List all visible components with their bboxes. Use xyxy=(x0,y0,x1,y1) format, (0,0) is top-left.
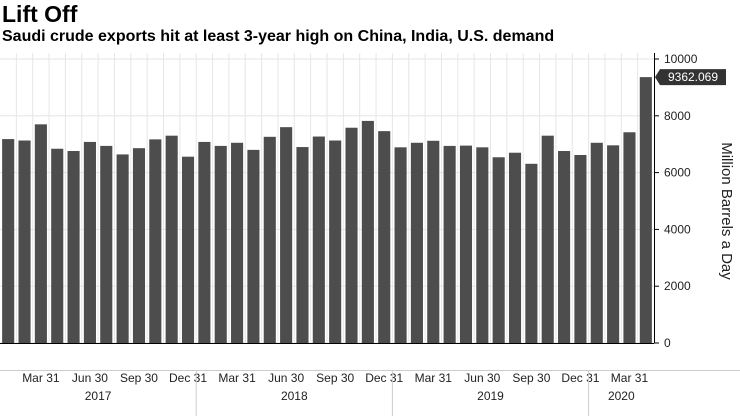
bar xyxy=(18,140,31,343)
bar xyxy=(312,136,325,343)
bar xyxy=(361,120,374,343)
bar xyxy=(34,124,47,343)
bar xyxy=(443,145,456,343)
x-tick-label: Jun 30 xyxy=(464,371,500,385)
year-label: 2018 xyxy=(281,389,308,403)
year-label: 2020 xyxy=(608,389,635,403)
vertical-gridlines xyxy=(15,53,639,343)
bar xyxy=(280,127,293,343)
bar xyxy=(247,149,260,343)
bar xyxy=(541,135,554,343)
y-tick-label: 10000 xyxy=(664,52,698,66)
bar xyxy=(83,141,96,343)
bar xyxy=(378,131,391,343)
bar xyxy=(345,127,358,343)
bar xyxy=(214,145,227,343)
y-axis-label: Million Barrels a Day xyxy=(718,142,735,280)
x-tick-label: Mar 31 xyxy=(218,371,256,385)
bar xyxy=(427,140,440,343)
bar xyxy=(231,142,244,343)
bar xyxy=(410,142,423,343)
bar xyxy=(67,151,80,343)
x-tick-label: Sep 30 xyxy=(316,371,354,385)
x-tick-label: Dec 31 xyxy=(561,371,599,385)
bar xyxy=(508,152,522,343)
bar xyxy=(525,163,538,343)
last-value-callout: 9362.069 xyxy=(655,69,726,86)
bar xyxy=(100,145,113,343)
bar xyxy=(198,141,211,343)
bar xyxy=(329,140,342,343)
year-label: 2017 xyxy=(85,389,112,403)
year-label: 2019 xyxy=(477,389,504,403)
bar xyxy=(607,145,620,343)
bar xyxy=(590,142,603,343)
bar xyxy=(296,147,309,343)
chart-title: Lift Off xyxy=(2,1,78,27)
axes xyxy=(0,53,655,344)
y-tick-labels: 0 2000 4000 6000 8000 10000 xyxy=(654,52,698,350)
x-tick-label: Sep 30 xyxy=(120,371,158,385)
bar xyxy=(149,139,162,343)
bar xyxy=(394,147,407,343)
year-labels: 2017 2018 2019 2020 xyxy=(0,370,740,416)
callout-box xyxy=(655,69,726,86)
bar xyxy=(623,132,636,343)
bar xyxy=(558,151,571,343)
x-tick-label: Dec 31 xyxy=(169,371,207,385)
bar xyxy=(165,135,178,343)
callout-label: 9362.069 xyxy=(668,70,718,84)
bar xyxy=(492,157,505,343)
y-tick-label: 0 xyxy=(664,336,671,350)
bar xyxy=(2,139,15,343)
x-tick-label: Mar 31 xyxy=(611,371,649,385)
y-tick-label: 8000 xyxy=(664,109,691,123)
x-tick-labels: Mar 31 Jun 30 Sep 30 Dec 31 Mar 31 Jun 30 Sep … xyxy=(22,371,648,385)
bar xyxy=(574,154,587,343)
bar xyxy=(476,147,489,343)
bar xyxy=(263,136,276,343)
bar xyxy=(51,148,64,343)
bar xyxy=(459,145,473,343)
bar xyxy=(132,148,146,343)
bar-series xyxy=(2,77,652,343)
x-tick-label: Mar 31 xyxy=(415,371,453,385)
x-tick-label: Jun 30 xyxy=(72,371,108,385)
x-tick-label: Dec 31 xyxy=(365,371,403,385)
bar xyxy=(181,156,195,343)
x-tick-label: Sep 30 xyxy=(512,371,550,385)
x-tick-label: Mar 31 xyxy=(22,371,60,385)
y-tick-label: 4000 xyxy=(664,222,691,236)
bar xyxy=(116,154,129,343)
x-tick-label: Jun 30 xyxy=(268,371,304,385)
y-tick-label: 2000 xyxy=(664,279,691,293)
y-tick-label: 6000 xyxy=(664,166,691,180)
chart-subtitle: Saudi crude exports hit at least 3-year … xyxy=(2,28,555,45)
bar xyxy=(639,77,652,343)
